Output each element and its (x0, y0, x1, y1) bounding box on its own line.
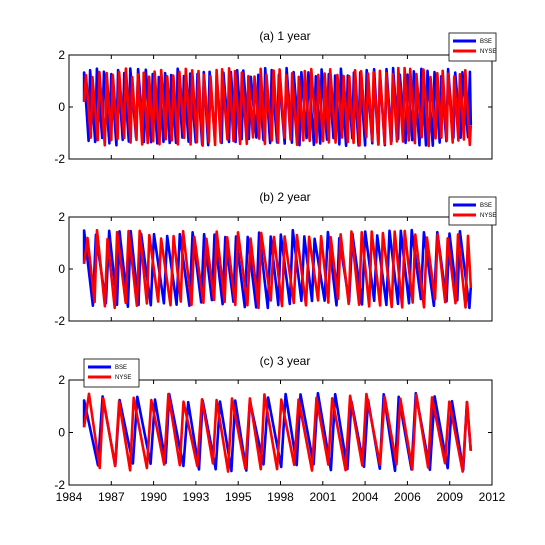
panel-b-ytick-label: -2 (54, 314, 65, 328)
panel-c-legend-box (83, 358, 140, 388)
panel-b-title: (b) 2 year (259, 190, 310, 204)
panel-a: (a) 1 year 2 0 -2 BSE NYSE (54, 29, 497, 166)
panel-c-xtick-label: 2001 (309, 490, 336, 504)
panel-c-ytick-label: 0 (58, 426, 65, 440)
panel-b-series-nyse-line (82, 228, 473, 310)
panel-c-xtick-label: 1998 (267, 490, 294, 504)
panel-b-legend-box (448, 196, 497, 226)
panel-c-xtick-label: 2004 (352, 490, 379, 504)
panel-c-xtick-label: 2012 (479, 490, 506, 504)
panel-c-ytick-label: -2 (54, 478, 65, 492)
panel-a-legend-box (448, 32, 497, 62)
legend-label-nyse: NYSE (480, 49, 496, 55)
panel-b-series-bse-line (82, 228, 473, 310)
panel-c-xtick-label: 2006 (394, 490, 421, 504)
panel-c-xtick-label: 2009 (436, 490, 463, 504)
panel-c-xtick-label: 1990 (140, 490, 167, 504)
panel-c-y-axis: 2 0 -2 (54, 373, 492, 492)
panel-b: (b) 2 year 2 0 -2 BSE NYSE (54, 190, 497, 328)
panel-c-xtick-label: 1987 (98, 490, 125, 504)
legend-label-nyse: NYSE (480, 213, 496, 219)
panel-c-plot-area (82, 391, 473, 473)
panel-a-title: (a) 1 year (259, 29, 310, 43)
panel-a-y-axis: 2 0 -2 (54, 48, 492, 166)
legend-label-nyse: NYSE (115, 375, 131, 381)
panel-a-legend: BSE NYSE (448, 32, 497, 62)
panel-c-xtick-label: 1984 (56, 490, 83, 504)
panel-b-plot-area (82, 228, 473, 310)
panel-a-ytick-label: 2 (58, 48, 65, 62)
panel-b-ytick-label: 2 (58, 210, 65, 224)
panel-c-xtick-label: 1995 (225, 490, 252, 504)
panel-c-xtick-label: 1993 (183, 490, 210, 504)
legend-label-bse: BSE (115, 365, 127, 371)
panel-c: (c) 3 year 2 0 -2 1984 1987 1990 1993 1995 1998… (54, 354, 505, 504)
panel-c-legend: BSE NYSE (83, 358, 140, 388)
panel-a-x-axis (68, 55, 493, 159)
panel-c-title: (c) 3 year (260, 354, 311, 368)
panel-a-plot-area (82, 66, 473, 148)
legend-label-bse: BSE (480, 39, 492, 45)
panel-c-ytick-label: 2 (58, 373, 65, 387)
panel-c-series-nyse-line (82, 392, 473, 473)
legend-label-bse: BSE (480, 203, 492, 209)
panel-a-ytick-label: -2 (54, 152, 65, 166)
panel-b-ytick-label: 0 (58, 262, 65, 276)
panel-a-ytick-label: 0 (58, 100, 65, 114)
panel-c-x-axis: 1984 1987 1990 1993 1995 1998 2001 2004 2006 2009… (56, 380, 506, 504)
panel-b-legend: BSE NYSE (448, 196, 497, 226)
panel-a-series-nyse-line (82, 66, 473, 148)
